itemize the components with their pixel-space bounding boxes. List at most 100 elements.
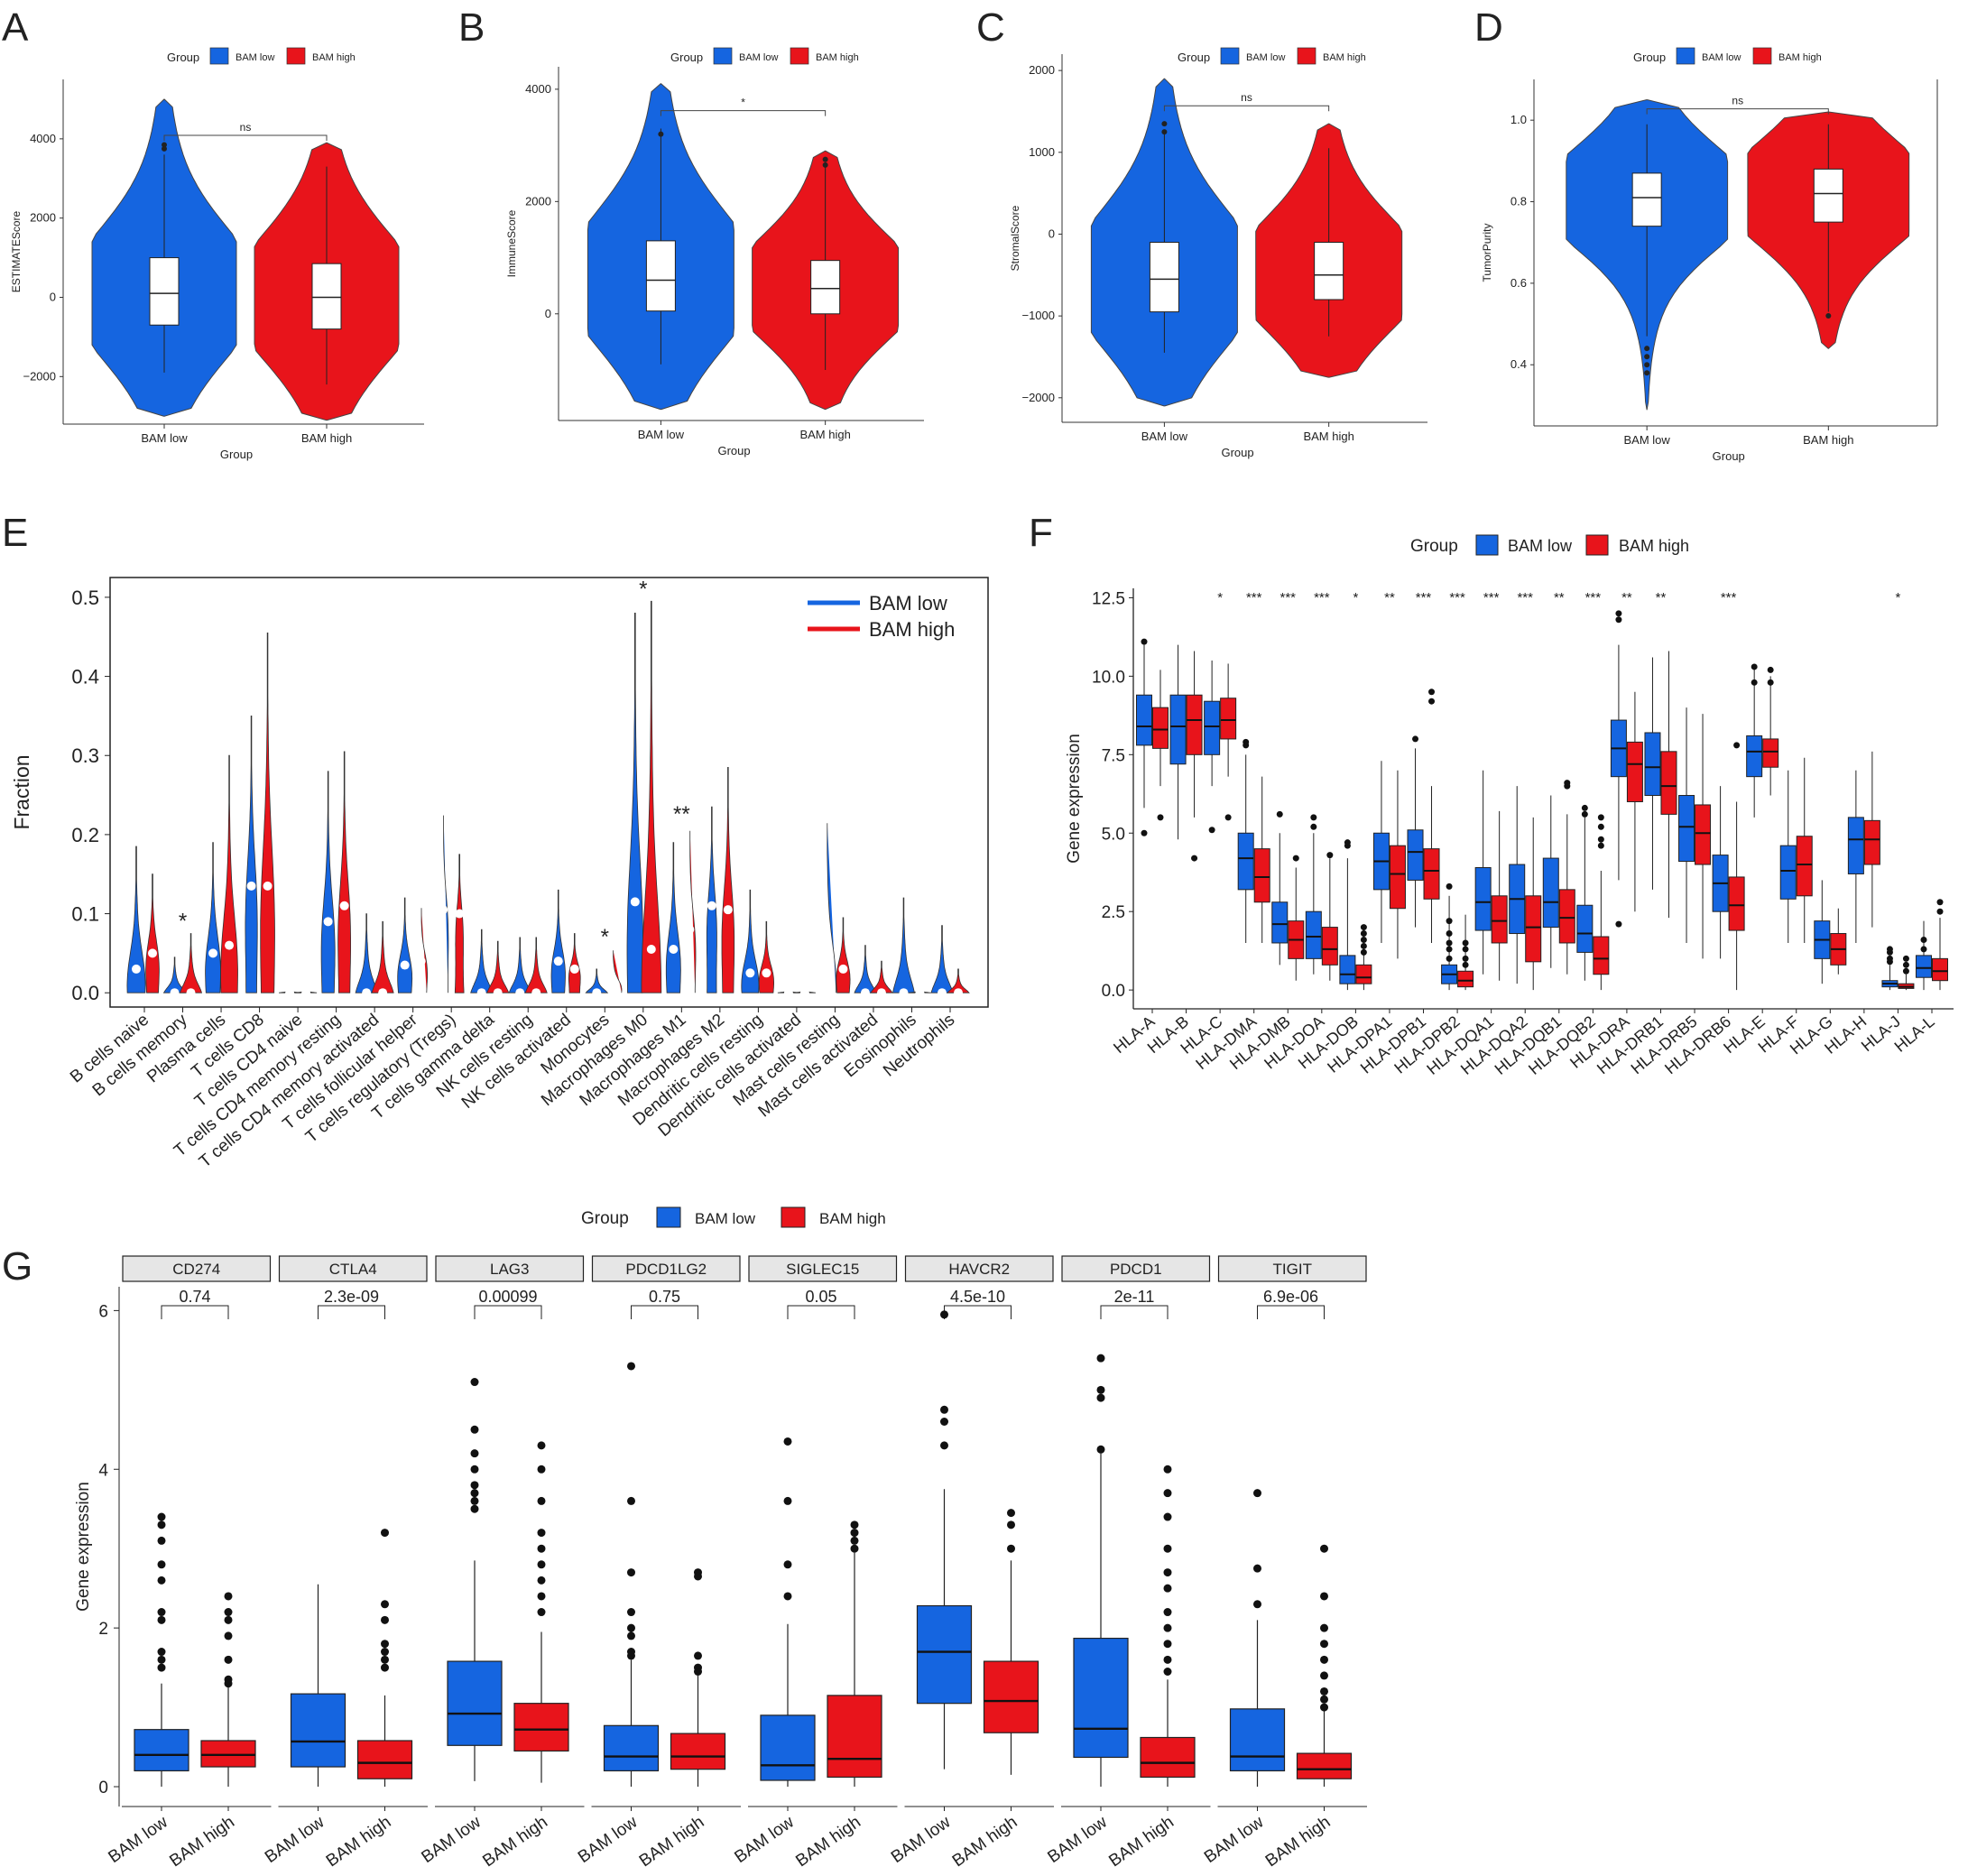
violin-bam-low	[626, 613, 643, 993]
median-dot	[723, 905, 733, 915]
outlier-point	[1163, 1640, 1172, 1649]
outlier-point	[658, 131, 664, 137]
legend-label-low: BAM low	[236, 52, 274, 63]
legend-label-low: BAM low	[1508, 537, 1573, 555]
outlier-point	[1157, 814, 1164, 821]
box	[1073, 1637, 1129, 1759]
y-axis-title: ESTIMATEScore	[10, 210, 23, 292]
box	[1140, 1736, 1196, 1779]
outlier-point	[1767, 679, 1774, 686]
outlier-point	[157, 1608, 166, 1617]
median-dot	[592, 988, 602, 998]
significance-label: **	[1554, 590, 1565, 605]
outlier-point	[1320, 1687, 1328, 1696]
x-tick-label: HLA-L	[1891, 1012, 1938, 1056]
legend-label-high: BAM high	[819, 1210, 886, 1227]
significance-label: ***	[1246, 590, 1262, 605]
y-axis-title: StromalScore	[1009, 205, 1021, 271]
pvalue-label: 0.00099	[478, 1288, 537, 1306]
box	[1204, 700, 1221, 755]
outlier-point	[1462, 946, 1469, 953]
outlier-point	[1253, 1600, 1261, 1609]
outlier-point	[1007, 1509, 1015, 1518]
y-tick-label: 0.0	[1102, 982, 1125, 1001]
panel-label-f: F	[1029, 511, 1053, 555]
legend-title: Group	[1633, 51, 1666, 64]
outlier-point	[1751, 679, 1758, 686]
box	[1389, 845, 1406, 910]
x-tick-label: BAM high	[301, 431, 352, 445]
significance-label: *	[639, 577, 647, 601]
violin-bam-high	[689, 830, 697, 993]
legend-title: Group	[581, 1209, 629, 1228]
y-tick-label: 0.5	[71, 587, 99, 609]
x-tick-label: BAM high	[1803, 433, 1853, 447]
significance-label: ***	[1314, 590, 1330, 605]
outlier-point	[224, 1592, 233, 1601]
outlier-point	[157, 1615, 166, 1624]
significance-bracket	[660, 110, 827, 116]
outlier-point	[1428, 698, 1436, 705]
violin-bam-low	[245, 716, 258, 993]
box	[1491, 895, 1508, 944]
box	[603, 1724, 660, 1772]
outlier-point	[1446, 939, 1453, 947]
outlier-point	[157, 1576, 166, 1585]
y-tick-label: 2.5	[1102, 903, 1125, 922]
outlier-point	[1644, 346, 1650, 352]
outlier-point	[537, 1560, 546, 1569]
median-dot	[553, 956, 563, 966]
box	[1314, 242, 1344, 300]
x-tick-label: BAM low	[1044, 1813, 1111, 1867]
outlier-point	[1007, 1520, 1015, 1529]
median-dot	[762, 968, 771, 978]
box	[134, 1729, 189, 1772]
violin-bam-low	[854, 945, 877, 993]
median-dot	[148, 948, 157, 958]
outlier-point	[1163, 1465, 1172, 1474]
box	[670, 1733, 726, 1770]
box	[827, 1695, 882, 1779]
pvalue-bracket	[1100, 1305, 1169, 1319]
median-dot	[608, 980, 618, 990]
significance-label: **	[1384, 590, 1395, 605]
x-axis-title: Group	[717, 444, 750, 457]
median-dot	[822, 960, 832, 970]
outlier-point	[1360, 924, 1367, 931]
y-tick-label: 0	[98, 1779, 108, 1797]
y-tick-label: 0.8	[1510, 195, 1527, 208]
x-tick-label: BAM high	[1303, 430, 1353, 443]
pvalue-bracket	[787, 1305, 855, 1319]
facet-strip	[904, 1255, 1054, 1282]
median-dot	[225, 940, 235, 950]
pvalue-label: 2.3e-09	[324, 1288, 379, 1306]
outlier-point	[537, 1496, 546, 1505]
significance-label: **	[1656, 590, 1667, 605]
outlier-point	[224, 1608, 233, 1617]
legend-title: Group	[167, 51, 199, 64]
median-dot	[783, 988, 793, 998]
box	[311, 263, 342, 330]
significance-label: ns	[1241, 91, 1252, 104]
outlier-point	[537, 1544, 546, 1553]
y-tick-label: 0	[50, 290, 56, 303]
outlier-point	[627, 1568, 635, 1577]
outlier-point	[940, 1310, 948, 1319]
x-tick-label: BAM high	[799, 428, 850, 441]
box	[645, 240, 676, 312]
x-tick-label: BAM low	[575, 1813, 642, 1867]
legend-swatch-high	[1297, 47, 1316, 65]
outlier-point	[940, 1405, 948, 1414]
outlier-point	[1615, 616, 1622, 624]
violin-bam-high	[486, 940, 510, 993]
outlier-point	[1320, 1695, 1328, 1704]
panel-c: C Group BAM low BAM high −2000 −1000 0 1000 2000…	[976, 5, 1427, 459]
outlier-point	[470, 1489, 479, 1498]
outlier-point	[157, 1512, 166, 1521]
outlier-point	[1320, 1592, 1328, 1601]
significance-bracket	[1163, 105, 1330, 112]
significance-label: ns	[240, 121, 252, 134]
outlier-point	[1597, 836, 1604, 843]
legend-title: Group	[1410, 537, 1458, 556]
